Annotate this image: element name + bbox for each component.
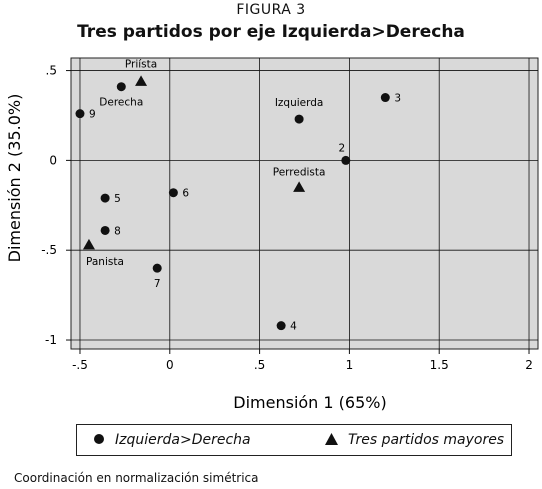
scatter-point: [116, 82, 126, 92]
y-axis-label: Dimensión 2 (35.0%): [5, 94, 24, 263]
x-axis-ticks: -.5 0 .5 1 1.5 2: [72, 349, 533, 372]
grid-lines: [71, 58, 538, 349]
y-axis-ticks: .5 0 -.5 -1: [41, 64, 71, 347]
plot-area: [70, 57, 539, 350]
scatter-point: [168, 188, 178, 198]
point-label: 6: [182, 188, 189, 200]
point-label: 8: [114, 225, 121, 237]
x-tick-label: 2: [525, 358, 533, 372]
scatter-point: [75, 109, 85, 119]
triangle-marker-icon: [325, 433, 338, 445]
scatter-point: [100, 193, 110, 203]
point-label: 5: [114, 193, 121, 205]
y-tick-label: 0: [49, 153, 57, 167]
y-tick-label: -1: [45, 333, 57, 347]
scatter-plot: -.5 0 .5 1 1.5 2 .5 0 -.5 -1 Derecha Izquierda 3 2 9…: [5, 57, 539, 412]
point-label: Priísta: [125, 58, 157, 70]
x-tick-label: 1: [346, 358, 354, 372]
point-label: Derecha: [99, 97, 143, 109]
x-tick-label: 0: [166, 358, 174, 372]
footnote: Coordinación en normalización simétrica: [14, 471, 259, 485]
legend-label: Izquierda>Derecha: [115, 432, 251, 448]
data-points: Derecha Izquierda 3 2 9 5 6 8 7 4 Priísta Perredist…: [75, 58, 401, 333]
scatter-point: [152, 263, 162, 273]
point-label: 7: [154, 278, 161, 290]
point-label: Izquierda: [275, 97, 324, 109]
point-label: 4: [290, 321, 297, 333]
legend: Izquierda>Derecha Tres partidos mayores: [76, 424, 512, 456]
scatter-point: [294, 114, 304, 124]
point-label: Perredista: [273, 166, 326, 178]
scatter-point: [341, 155, 351, 165]
point-label: 9: [89, 109, 96, 121]
scatter-point-triangle: [293, 181, 306, 192]
legend-item-tres-partidos-mayores: Tres partidos mayores: [325, 432, 504, 448]
x-tick-label: 1.5: [430, 358, 449, 372]
scatter-point-triangle: [135, 75, 148, 86]
scatter-point-triangle: [82, 238, 95, 250]
scatter-point: [100, 225, 110, 235]
x-tick-label: .5: [254, 358, 265, 372]
point-label: 2: [338, 142, 345, 154]
scatter-point: [276, 321, 286, 331]
scatter-point: [380, 93, 390, 103]
figure-label: FIGURA 3: [236, 2, 306, 18]
y-tick-label: -.5: [41, 243, 57, 257]
chart-title: Tres partidos por eje Izquierda>Derecha: [77, 22, 465, 42]
y-tick-label: .5: [46, 64, 57, 78]
legend-label: Tres partidos mayores: [348, 432, 505, 448]
legend-item-izquierda-derecha: Izquierda>Derecha: [93, 432, 251, 448]
point-label: Panista: [86, 256, 124, 268]
point-label: 3: [394, 93, 401, 105]
circle-marker-icon: [94, 434, 104, 444]
x-tick-label: -.5: [72, 358, 88, 372]
x-axis-label: Dimensión 1 (65%): [233, 393, 386, 412]
